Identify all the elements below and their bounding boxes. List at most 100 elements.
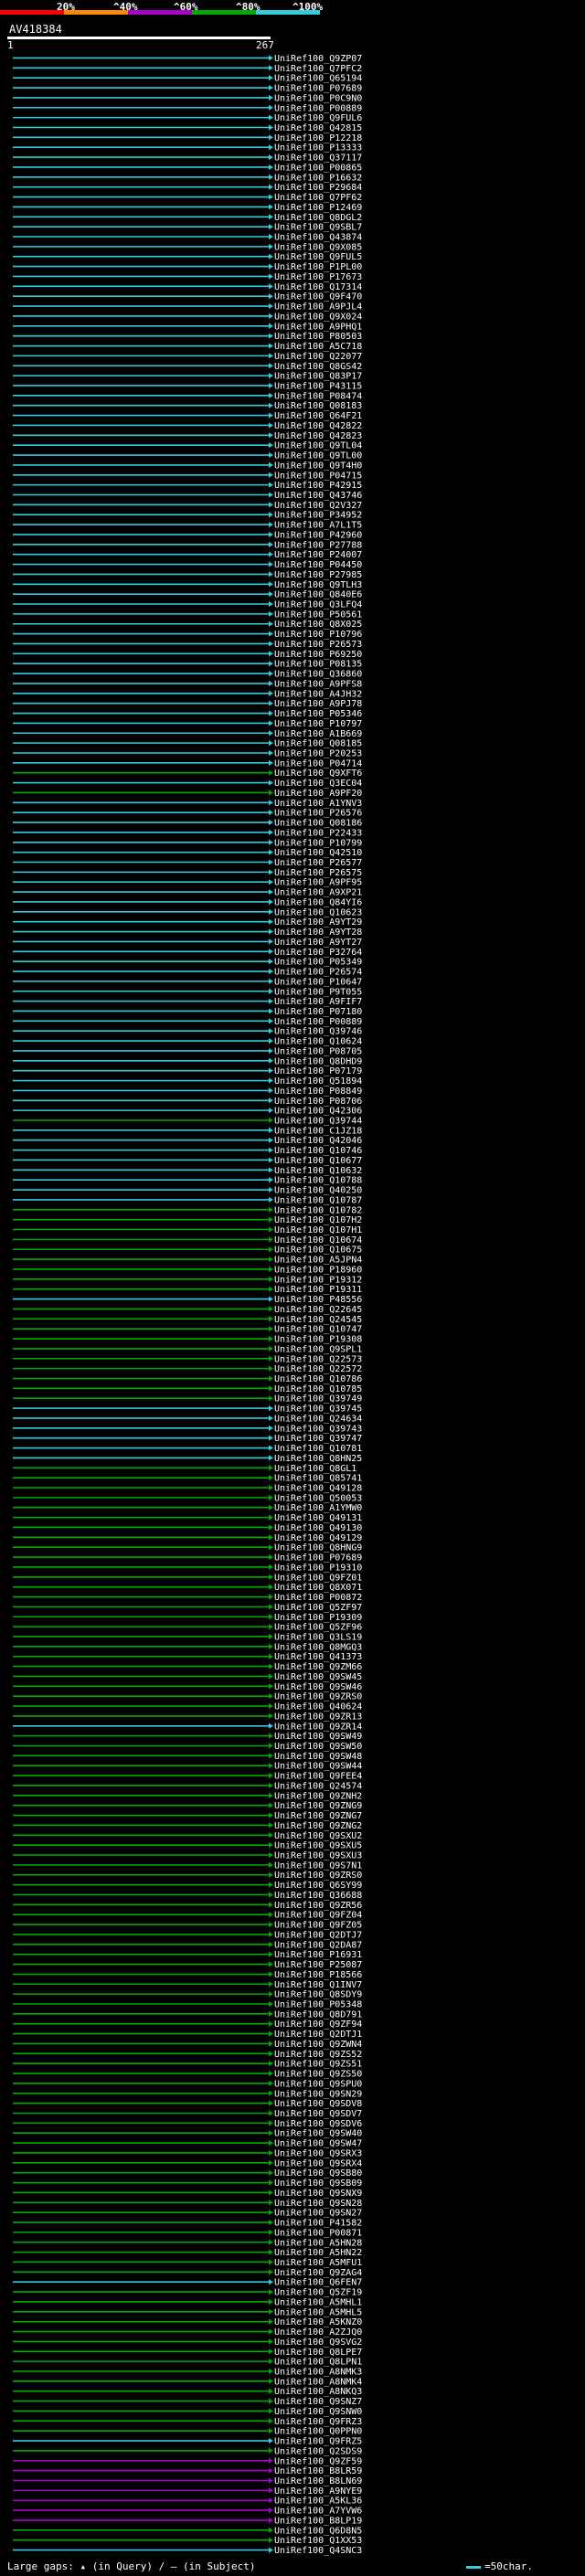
- hit-label[interactable]: UniRef100_Q10747: [274, 1325, 362, 1335]
- hit-label[interactable]: UniRef100_P19309: [274, 1613, 362, 1623]
- hit-label[interactable]: UniRef100_Q9FUL5: [274, 252, 362, 262]
- hit-label[interactable]: UniRef100_Q9SN29: [274, 2089, 362, 2099]
- hit-label[interactable]: UniRef100_Q49130: [274, 1523, 362, 1533]
- hit-label[interactable]: UniRef100_Q9ZF94: [274, 2019, 362, 2030]
- hit-label[interactable]: UniRef100_Q9ZNG2: [274, 1821, 362, 1831]
- hit-label[interactable]: UniRef100_A7L1T5: [274, 521, 362, 531]
- hit-label[interactable]: UniRef100_Q10786: [274, 1374, 362, 1384]
- hit-label[interactable]: UniRef100_Q9X024: [274, 312, 362, 322]
- hit-label[interactable]: UniRef100_Q9SW49: [274, 1732, 362, 1742]
- hit-label[interactable]: UniRef100_Q9SW44: [274, 1762, 362, 1772]
- hit-label[interactable]: UniRef100_Q9SXU3: [274, 1851, 362, 1861]
- hit-label[interactable]: UniRef100_Q8X071: [274, 1583, 362, 1593]
- hit-label[interactable]: UniRef100_Q10785: [274, 1384, 362, 1394]
- hit-label[interactable]: UniRef100_Q9TLH3: [274, 580, 362, 590]
- hit-label[interactable]: UniRef100_B8LN69: [274, 2476, 362, 2486]
- hit-label[interactable]: UniRef100_A5C718: [274, 342, 362, 352]
- hit-label[interactable]: UniRef100_P19312: [274, 1275, 362, 1285]
- hit-label[interactable]: UniRef100_A9YT27: [274, 938, 362, 948]
- hit-label[interactable]: UniRef100_P0C9N0: [274, 93, 362, 103]
- hit-label[interactable]: UniRef100_Q2DA87: [274, 1940, 362, 1950]
- hit-label[interactable]: UniRef100_P08705: [274, 1046, 362, 1056]
- hit-label[interactable]: UniRef100_P19308: [274, 1335, 362, 1345]
- hit-label[interactable]: UniRef100_Q9FEE4: [274, 1772, 362, 1782]
- hit-label[interactable]: UniRef100_Q10788: [274, 1176, 362, 1186]
- hit-label[interactable]: UniRef100_P05348: [274, 1999, 362, 2009]
- hit-label[interactable]: UniRef100_Q8MGQ3: [274, 1642, 362, 1652]
- hit-label[interactable]: UniRef100_P26573: [274, 640, 362, 650]
- hit-label[interactable]: UniRef100_P05349: [274, 958, 362, 968]
- hit-label[interactable]: UniRef100_Q37117: [274, 154, 362, 164]
- hit-label[interactable]: UniRef100_P18960: [274, 1265, 362, 1275]
- hit-label[interactable]: UniRef100_A1B669: [274, 729, 362, 739]
- hit-label[interactable]: UniRef100_A2ZJQ0: [274, 2327, 362, 2337]
- hit-label[interactable]: UniRef100_Q08185: [274, 739, 362, 749]
- hit-label[interactable]: UniRef100_Q40250: [274, 1186, 362, 1196]
- hit-label[interactable]: UniRef100_Q22572: [274, 1364, 362, 1374]
- hit-label[interactable]: UniRef100_Q9SW46: [274, 1682, 362, 1692]
- hit-label[interactable]: UniRef100_P10799: [274, 838, 362, 848]
- hit-label[interactable]: UniRef100_A9PJL4: [274, 302, 362, 313]
- hit-label[interactable]: UniRef100_Q9ZRS0: [274, 1692, 362, 1702]
- hit-label[interactable]: UniRef100_Q10746: [274, 1146, 362, 1156]
- hit-label[interactable]: UniRef100_Q9SW50: [274, 1742, 362, 1752]
- hit-label[interactable]: UniRef100_P19311: [274, 1285, 362, 1295]
- hit-label[interactable]: UniRef100_P10797: [274, 719, 362, 729]
- hit-label[interactable]: UniRef100_P27788: [274, 540, 362, 550]
- hit-label[interactable]: UniRef100_C1JZ18: [274, 1126, 362, 1136]
- hit-label[interactable]: UniRef100_P00871: [274, 2228, 362, 2238]
- hit-label[interactable]: UniRef100_P12218: [274, 133, 362, 143]
- hit-label[interactable]: UniRef100_P19310: [274, 1563, 362, 1573]
- hit-label[interactable]: UniRef100_A8NKQ3: [274, 2387, 362, 2397]
- hit-label[interactable]: UniRef100_A9PF95: [274, 878, 362, 888]
- hit-label[interactable]: UniRef100_Q41373: [274, 1652, 362, 1662]
- hit-label[interactable]: UniRef100_Q9T4H0: [274, 461, 362, 471]
- hit-label[interactable]: UniRef100_Q9SDV8: [274, 2099, 362, 2109]
- hit-label[interactable]: UniRef100_Q22645: [274, 1305, 362, 1315]
- hit-label[interactable]: UniRef100_P9T055: [274, 987, 362, 997]
- hit-label[interactable]: UniRef100_Q107H2: [274, 1215, 362, 1225]
- hit-label[interactable]: UniRef100_Q10781: [274, 1444, 362, 1454]
- hit-label[interactable]: UniRef100_P24007: [274, 550, 362, 560]
- hit-label[interactable]: UniRef100_Q9SN27: [274, 2209, 362, 2219]
- hit-label[interactable]: UniRef100_Q9ZNG7: [274, 1811, 362, 1821]
- hit-label[interactable]: UniRef100_A9YT28: [274, 928, 362, 938]
- hit-label[interactable]: UniRef100_Q65194: [274, 74, 362, 84]
- hit-label[interactable]: UniRef100_Q84YI6: [274, 897, 362, 907]
- hit-label[interactable]: UniRef100_A9PF20: [274, 789, 362, 799]
- hit-label[interactable]: UniRef100_Q42306: [274, 1107, 362, 1117]
- hit-label[interactable]: UniRef100_P07689: [274, 84, 362, 94]
- hit-label[interactable]: UniRef100_Q9S7N1: [274, 1860, 362, 1871]
- hit-label[interactable]: UniRef100_Q24545: [274, 1315, 362, 1325]
- hit-label[interactable]: UniRef100_Q9FRZ5: [274, 2437, 362, 2447]
- hit-label[interactable]: UniRef100_Q9SDV7: [274, 2109, 362, 2119]
- hit-label[interactable]: UniRef100_P00889: [274, 103, 362, 113]
- hit-label[interactable]: UniRef100_Q9ZP07: [274, 54, 362, 64]
- hit-label[interactable]: UniRef100_Q9SNX9: [274, 2189, 362, 2199]
- hit-label[interactable]: UniRef100_P08849: [274, 1087, 362, 1097]
- hit-label[interactable]: UniRef100_Q9ZR13: [274, 1712, 362, 1722]
- hit-label[interactable]: UniRef100_Q36688: [274, 1891, 362, 1901]
- hit-label[interactable]: UniRef100_Q43874: [274, 233, 362, 243]
- hit-label[interactable]: UniRef100_Q5ZF19: [274, 2288, 362, 2298]
- hit-label[interactable]: UniRef100_Q840E6: [274, 590, 362, 600]
- hit-label[interactable]: UniRef100_Q3EC04: [274, 779, 362, 789]
- hit-label[interactable]: UniRef100_P16632: [274, 173, 362, 183]
- hit-label[interactable]: UniRef100_Q8LPN1: [274, 2358, 362, 2368]
- hit-label[interactable]: UniRef100_Q3LFQ4: [274, 600, 362, 610]
- hit-label[interactable]: UniRef100_Q0PPN0: [274, 2427, 362, 2437]
- hit-label[interactable]: UniRef100_A5MFU1: [274, 2258, 362, 2268]
- hit-label[interactable]: UniRef100_Q9ZR14: [274, 1722, 362, 1732]
- hit-label[interactable]: UniRef100_Q42822: [274, 421, 362, 431]
- hit-label[interactable]: UniRef100_Q22573: [274, 1354, 362, 1364]
- hit-label[interactable]: UniRef100_Q107H1: [274, 1225, 362, 1235]
- hit-label[interactable]: UniRef100_Q9SBL7: [274, 223, 362, 233]
- hit-label[interactable]: UniRef100_Q42046: [274, 1136, 362, 1146]
- hit-label[interactable]: UniRef100_Q10677: [274, 1156, 362, 1166]
- hit-label[interactable]: UniRef100_A9XP21: [274, 888, 362, 898]
- hit-label[interactable]: UniRef100_Q39745: [274, 1405, 362, 1415]
- hit-label[interactable]: UniRef100_P07179: [274, 1066, 362, 1076]
- hit-label[interactable]: UniRef100_A9NYE9: [274, 2486, 362, 2496]
- hit-label[interactable]: UniRef100_B8LR59: [274, 2466, 362, 2476]
- hit-label[interactable]: UniRef100_Q49131: [274, 1513, 362, 1523]
